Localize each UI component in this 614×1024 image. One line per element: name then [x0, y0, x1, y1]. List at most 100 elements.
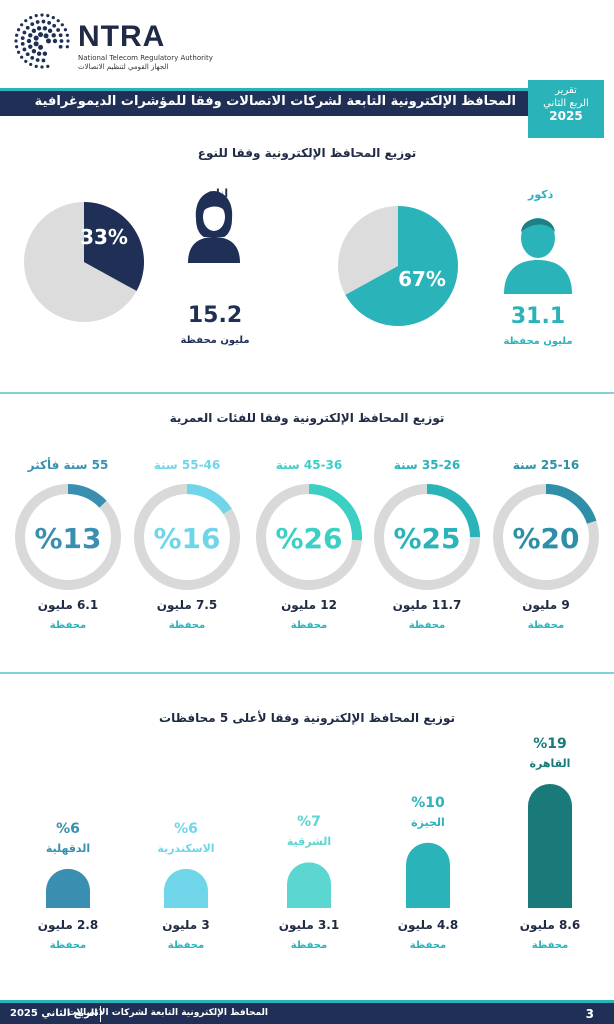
governorate-unit: محفظة	[531, 940, 569, 951]
logo-dot	[15, 33, 19, 37]
page-title: المحافظ الإلكترونية التابعة لشركات الاتص…	[34, 94, 516, 109]
female-label: إناث	[205, 187, 229, 200]
governorate-value: 3 مليون	[162, 918, 210, 932]
female-pie-label: 33%	[80, 225, 128, 249]
page-title-bar: المحافظ الإلكترونية التابعة لشركات الاتص…	[0, 88, 528, 116]
logo-dot	[24, 19, 28, 23]
age-section-title: توزيع المحافظ الإلكترونية وفقا للفئات ال…	[169, 411, 445, 425]
logo-dot	[20, 23, 24, 27]
governorate-percent: %6	[174, 820, 198, 837]
logo-dot	[14, 39, 18, 43]
logo-dot	[46, 14, 50, 18]
age-group-value: 12 مليون	[281, 598, 337, 612]
governorate-unit: محفظة	[167, 940, 205, 951]
logo-dot	[51, 15, 55, 20]
logo-dot	[38, 32, 44, 38]
logo-dot	[60, 23, 64, 27]
report-label: تقرير	[555, 85, 577, 96]
logo-dot	[40, 13, 44, 17]
logo-dot	[20, 42, 25, 46]
logo-dot	[35, 20, 40, 24]
male-label: ذكور	[528, 188, 554, 201]
governorate-name: الاسكندرية	[157, 841, 215, 855]
governorate-bar	[164, 868, 208, 908]
logo-name: NTRA	[78, 20, 166, 53]
footer-period: الربع الثاني 2025	[10, 1008, 98, 1019]
logo-dot	[28, 33, 33, 38]
logo-dot	[47, 28, 53, 34]
governorate-bar	[46, 868, 90, 908]
logo-dot	[33, 35, 39, 41]
governorate-value: 4.8 مليون	[397, 918, 459, 932]
governorate-unit: محفظة	[49, 940, 87, 951]
logo-dot	[22, 47, 27, 52]
logo-dot	[41, 58, 46, 63]
governorate-name: الدقهلية	[45, 841, 91, 855]
logo-dot	[31, 28, 37, 34]
age-donut-label: %25	[393, 522, 460, 555]
logo-dot	[15, 45, 19, 49]
logo-dot	[16, 50, 21, 54]
logo-subtitle-ar: الجهاز القومي لتنظيم الاتصالات	[78, 63, 169, 71]
age-donut-arc	[426, 484, 480, 538]
male-user-icon	[504, 218, 572, 294]
gender-section-title: توزيع المحافظ الإلكترونية وفقا للنوع	[197, 146, 417, 160]
logo-dot	[30, 22, 35, 27]
age-group-unit: محفظة	[49, 620, 87, 631]
age-group-value: 11.7 مليون	[392, 598, 462, 612]
ntra-logo: NTRA National Telecom Regulatory Authori…	[14, 12, 213, 71]
logo-dot	[58, 33, 63, 38]
logo-dot	[52, 38, 58, 44]
age-group-value: 6.1 مليون	[37, 598, 99, 612]
male-unit: مليون محفظة	[503, 336, 573, 347]
governorate-name: القاهرة	[529, 757, 571, 770]
male-pie-slice	[345, 206, 458, 326]
governorate-percent: %10	[411, 794, 445, 811]
report-year: 2025	[549, 109, 583, 123]
governorate-value: 3.1 مليون	[278, 918, 340, 932]
logo-dot	[34, 64, 38, 68]
logo-dot	[47, 20, 52, 25]
logo-dot	[43, 33, 49, 39]
logo-dot	[29, 15, 33, 20]
logo-dot	[56, 28, 61, 32]
governorate-section-title: توزيع المحافظ الإلكترونية وفقا لأعلى 5 م…	[159, 711, 455, 725]
governorate-percent: %19	[533, 736, 567, 752]
governorate-chart	[46, 784, 572, 908]
age-group-unit: محفظة	[527, 620, 565, 631]
section-divider-1	[0, 392, 614, 394]
logo-subtitle-en: National Telecom Regulatory Authority	[78, 54, 213, 62]
governorate-percent: %6	[56, 820, 80, 837]
logo-dot	[29, 62, 33, 67]
age-group-value: 9 مليون	[522, 598, 570, 612]
logo-dot	[51, 33, 56, 38]
age-donut-label: %20	[512, 522, 579, 555]
logo-dot	[30, 55, 35, 60]
female-count: 15.2	[187, 303, 243, 328]
governorate-bar	[528, 784, 572, 908]
male-pie-label: 67%	[398, 267, 446, 291]
logo-dot	[33, 41, 39, 47]
logo-dot	[42, 51, 48, 56]
logo-dot	[58, 44, 63, 49]
logo-dot	[34, 14, 38, 18]
age-donut-arc	[308, 484, 362, 541]
logo-dot	[66, 39, 70, 43]
age-group-unit: محفظة	[168, 620, 206, 631]
age-donut-arc	[67, 484, 107, 508]
footer-title: المحافظ الإلكترونية التابعة لشركات الاتص…	[67, 1008, 268, 1018]
logo-dot	[20, 36, 25, 40]
page-footer: الربع الثاني 2025 المحافظ الإلكترونية ال…	[0, 1000, 614, 1024]
logo-dot	[46, 64, 50, 68]
age-chart: %20 %25 %26 %16 %13	[15, 484, 599, 590]
governorate-percent: %7	[297, 814, 321, 831]
page-number: 3	[585, 1007, 594, 1021]
logo-dot	[42, 26, 48, 31]
age-donut-label: %16	[153, 522, 220, 555]
logo-dot	[65, 45, 69, 49]
governorate-unit: محفظة	[290, 940, 328, 951]
logo-dot	[36, 26, 42, 31]
female-user-icon	[188, 191, 240, 263]
logo-dot	[35, 58, 40, 62]
age-group-label: 35-26 سنة	[393, 458, 461, 472]
